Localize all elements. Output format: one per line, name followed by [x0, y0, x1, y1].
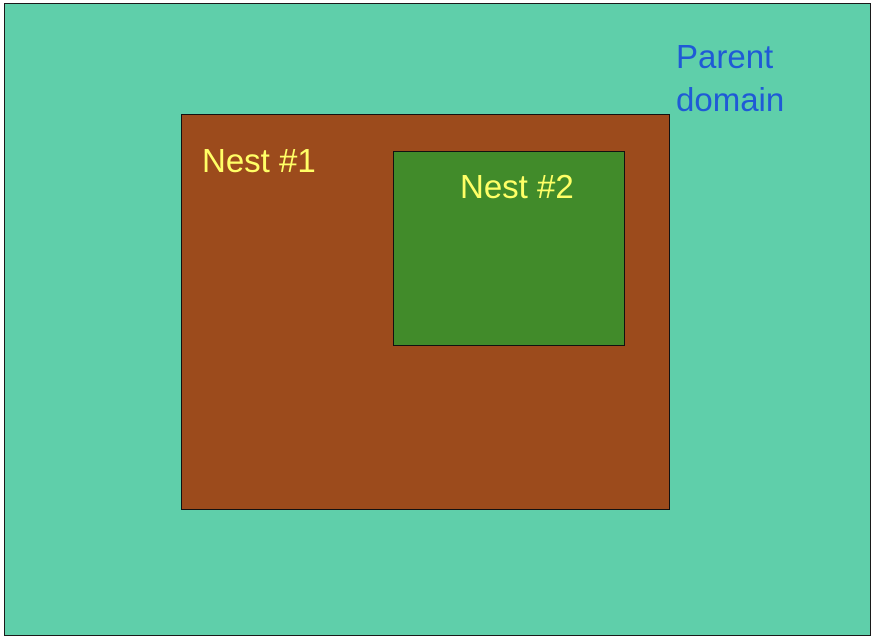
parent-domain-label-line-1: Parent [676, 38, 774, 75]
nest-2-region: Nest #2 [393, 151, 625, 346]
parent-domain-label: Parent domain [676, 35, 784, 121]
nest-2-label: Nest #2 [460, 168, 574, 205]
nest-1-region: Nest #1 Nest #2 [181, 114, 670, 510]
parent-domain-label-line-2: domain [676, 81, 785, 118]
nest-1-label: Nest #1 [202, 142, 316, 179]
parent-domain-region: Nest #1 Nest #2 [4, 3, 871, 636]
